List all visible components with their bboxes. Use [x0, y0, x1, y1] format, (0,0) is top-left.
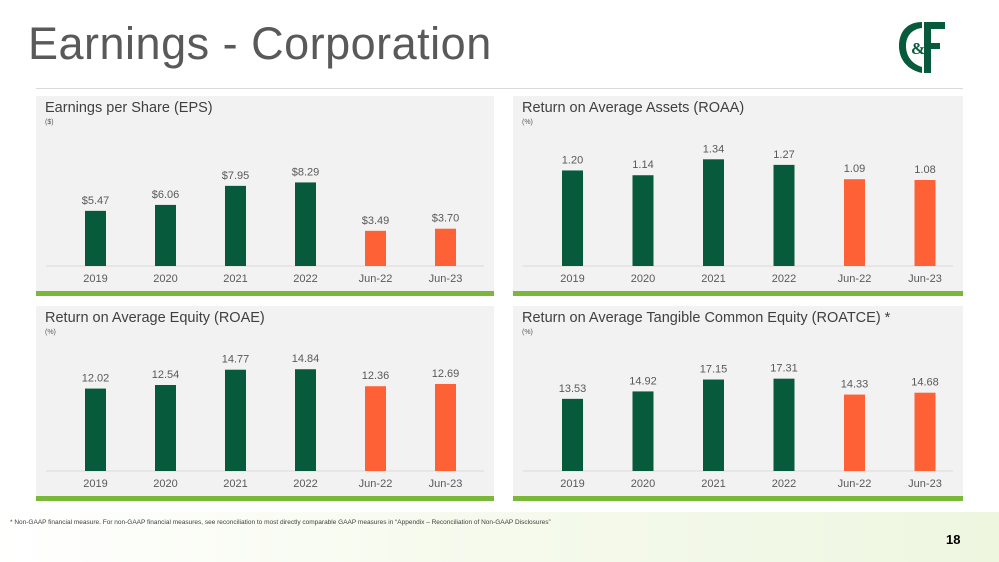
bar-2019 — [562, 170, 583, 266]
bar-2021 — [225, 369, 246, 471]
chart-unit: (%) — [45, 329, 56, 336]
data-label: 14.33 — [841, 379, 869, 391]
chart-unit: (%) — [522, 329, 533, 336]
bar-jun-23 — [914, 180, 936, 266]
data-label: $3.70 — [432, 213, 460, 225]
bar-2019 — [562, 398, 583, 471]
x-tick-label: 2019 — [83, 273, 107, 285]
roaa-chart-panel: Return on Average Assets (ROAA) (%) 1.20… — [513, 96, 963, 296]
bar-2020 — [155, 204, 176, 266]
x-tick-label: Jun-22 — [838, 478, 872, 490]
data-label: $3.49 — [362, 215, 390, 227]
x-tick-label: Jun-23 — [908, 478, 942, 490]
x-tick-label: Jun-22 — [359, 478, 393, 490]
data-label: 1.09 — [844, 163, 865, 175]
data-label: 14.77 — [222, 354, 250, 366]
data-label: $8.29 — [292, 166, 320, 178]
data-label: 14.68 — [911, 377, 939, 389]
eps-chart-panel: Earnings per Share (EPS) ($) $5.47 2019 $6… — [36, 96, 494, 296]
data-label: 1.27 — [773, 149, 794, 161]
bar-2020 — [632, 391, 654, 471]
footnote: * Non-GAAP financial measure. For non-GA… — [10, 519, 551, 526]
bar-2020 — [632, 175, 654, 266]
bar-2020 — [155, 385, 176, 471]
data-label: 12.54 — [152, 369, 180, 381]
x-tick-label: 2019 — [560, 478, 584, 490]
data-label: 1.08 — [914, 164, 935, 176]
bar-2019 — [85, 388, 106, 471]
data-label: 17.31 — [770, 363, 798, 375]
data-label: 12.02 — [82, 373, 110, 385]
data-label: 14.84 — [292, 353, 320, 365]
x-tick-label: 2021 — [223, 478, 247, 490]
chart-title: Return on Average Equity (ROAE) — [45, 310, 265, 326]
bar-jun-23 — [435, 228, 456, 266]
data-label: $5.47 — [82, 195, 110, 207]
x-tick-label: Jun-23 — [429, 478, 463, 490]
title-divider — [36, 88, 963, 89]
roatce-chart-panel: Return on Average Tangible Common Equity… — [513, 306, 963, 501]
chart-title: Return on Average Assets (ROAA) — [522, 100, 745, 116]
x-tick-label: 2021 — [701, 273, 725, 285]
roae-chart-panel: Return on Average Equity (ROAE) (%) 12.0… — [36, 306, 494, 501]
x-tick-label: 2020 — [153, 273, 177, 285]
x-tick-label: 2022 — [772, 273, 796, 285]
x-tick-label: Jun-22 — [838, 273, 872, 285]
x-tick-label: 2022 — [293, 478, 317, 490]
bar-jun-23 — [914, 392, 936, 471]
chart-unit: ($) — [45, 119, 54, 126]
data-label: 12.36 — [362, 370, 390, 382]
data-label: $7.95 — [222, 170, 250, 182]
page-number: 18 — [946, 532, 961, 547]
x-tick-label: 2020 — [631, 273, 655, 285]
bar-jun-22 — [844, 179, 865, 266]
eps-chart: $5.47 2019 $6.06 2020 $7.95 2021 $8.29 2022 $3.4… — [46, 166, 484, 285]
bar-2022 — [773, 164, 795, 266]
svg-text:&: & — [911, 39, 925, 58]
chart-title: Earnings per Share (EPS) — [45, 100, 213, 116]
panel-accent-bar — [513, 291, 963, 296]
roae-chart: 12.02 2019 12.54 2020 14.77 2021 14.84 2022 12.3… — [46, 353, 484, 490]
x-tick-label: Jun-23 — [908, 273, 942, 285]
data-label: 13.53 — [559, 383, 587, 395]
panel-accent-bar — [36, 496, 494, 501]
x-tick-label: 2020 — [153, 478, 177, 490]
x-tick-label: 2019 — [560, 273, 584, 285]
bar-2021 — [703, 159, 724, 266]
page-title: Earnings - Corporation — [28, 18, 492, 69]
bar-2022 — [773, 378, 795, 471]
data-label: 12.69 — [432, 368, 460, 380]
bar-2022 — [295, 182, 316, 266]
bar-2021 — [225, 185, 246, 266]
roatce-chart: 13.53 2019 14.92 2020 17.15 2021 17.31 2022 14.3… — [523, 363, 953, 490]
x-tick-label: Jun-22 — [359, 273, 393, 285]
footer-band — [0, 512, 999, 562]
data-label: 17.15 — [700, 364, 728, 376]
x-tick-label: 2022 — [293, 273, 317, 285]
data-label: 1.14 — [632, 159, 653, 171]
x-tick-label: 2021 — [223, 273, 247, 285]
cf-logo-icon: & — [899, 22, 945, 73]
data-label: 1.34 — [703, 143, 724, 155]
panel-accent-bar — [513, 496, 963, 501]
bar-2021 — [703, 379, 724, 471]
data-label: 14.92 — [629, 375, 657, 387]
chart-unit: (%) — [522, 119, 533, 126]
x-tick-label: 2021 — [701, 478, 725, 490]
data-label: 1.20 — [562, 154, 583, 166]
bar-jun-22 — [365, 230, 386, 266]
bar-jun-22 — [365, 386, 386, 471]
panel-accent-bar — [36, 291, 494, 296]
x-tick-label: 2019 — [83, 478, 107, 490]
x-tick-label: Jun-23 — [429, 273, 463, 285]
roaa-chart: 1.20 2019 1.14 2020 1.34 2021 1.27 2022 1.09 Jun-… — [523, 143, 953, 285]
x-tick-label: 2020 — [631, 478, 655, 490]
bar-jun-22 — [844, 394, 865, 471]
bar-jun-23 — [435, 383, 456, 471]
bar-2019 — [85, 210, 106, 266]
x-tick-label: 2022 — [772, 478, 796, 490]
bar-2022 — [295, 369, 316, 471]
chart-title: Return on Average Tangible Common Equity… — [522, 310, 891, 326]
data-label: $6.06 — [152, 189, 180, 201]
